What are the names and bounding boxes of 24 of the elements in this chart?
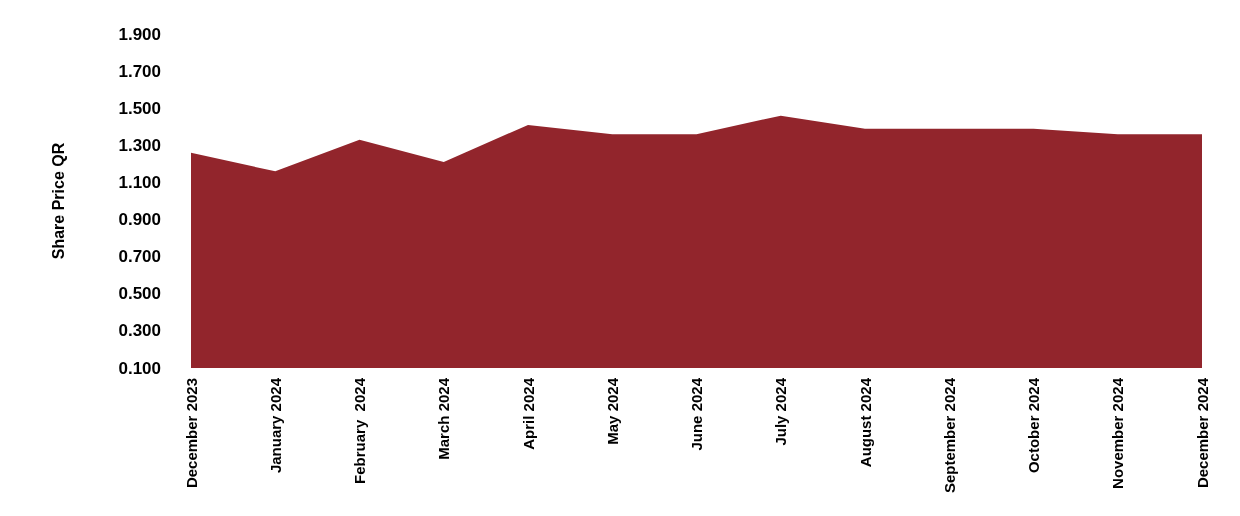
y-tick-label: 0.300 <box>118 321 161 341</box>
y-tick-label: 0.500 <box>118 284 161 304</box>
x-tick-label: March 2024 <box>435 377 453 460</box>
y-tick-label: 1.300 <box>118 135 161 155</box>
y-tick-label: 1.700 <box>118 61 161 81</box>
x-tick-label: September 2024 <box>940 377 958 494</box>
x-tick-label: January 2024 <box>266 377 284 474</box>
x-tick-label: August 2024 <box>856 377 874 468</box>
y-tick-label: 1.500 <box>118 98 161 118</box>
x-tick-label: December 2023 <box>182 378 200 489</box>
x-tick-label: November 2024 <box>1109 377 1127 489</box>
x-tick-label: February 2024 <box>351 377 368 484</box>
y-tick-label: 0.100 <box>118 358 161 378</box>
y-tick-label: 0.900 <box>118 210 161 230</box>
y-tick-label: 1.100 <box>118 172 161 192</box>
y-tick-label: 1.900 <box>118 24 161 44</box>
y-axis-title: Share Price QR <box>49 142 67 260</box>
x-tick-label: October 2024 <box>1025 377 1042 474</box>
x-tick-label: May 2024 <box>603 377 621 445</box>
x-tick-label: June 2024 <box>688 377 705 451</box>
x-tick-label: December 2024 <box>1193 377 1211 489</box>
x-tick-label: July 2024 <box>772 377 790 446</box>
x-tick-label: April 2024 <box>519 377 537 450</box>
y-tick-label: 0.700 <box>118 247 161 267</box>
